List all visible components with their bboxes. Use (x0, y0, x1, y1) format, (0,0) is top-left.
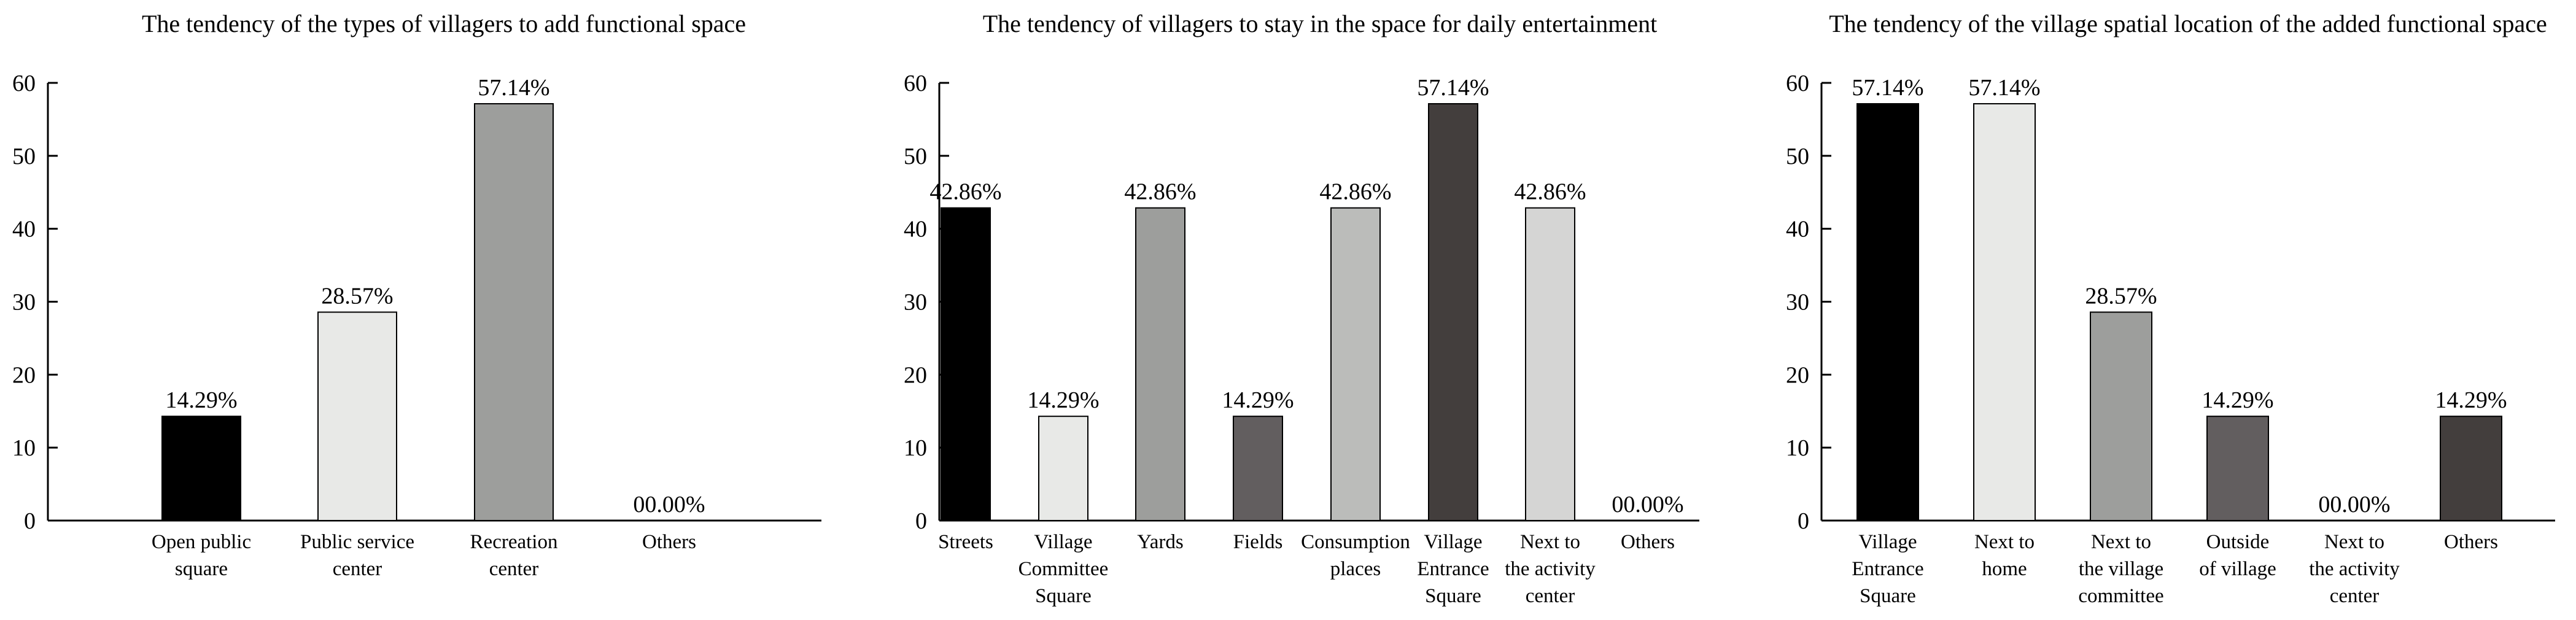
y-tick-label: 0 (1798, 508, 1809, 534)
category-label: Square (1035, 585, 1092, 607)
category-label: Village (1858, 531, 1917, 553)
y-tick-label: 40 (1786, 217, 1809, 242)
category-label: center (333, 558, 382, 580)
data-label: 42.86% (929, 179, 1001, 205)
bar (941, 207, 991, 521)
y-tick-label: 10 (12, 435, 36, 461)
bar (317, 311, 397, 521)
chart-1: The tendency of the types of villagers t… (12, 10, 821, 580)
bar (1525, 207, 1575, 521)
category-label: Entrance (1417, 558, 1489, 580)
data-label: 28.57% (2085, 283, 2157, 309)
category-label: Consumption (1301, 531, 1410, 553)
category-label: the village (2079, 558, 2163, 580)
y-tick-label: 40 (12, 217, 36, 242)
category-label: Others (642, 531, 696, 553)
y-tick-label: 50 (1786, 144, 1809, 169)
bar (1428, 103, 1478, 521)
data-label: 00.00% (633, 492, 705, 517)
category-label: center (2330, 585, 2380, 607)
category-label: places (1330, 558, 1381, 580)
y-tick-label: 20 (12, 362, 36, 388)
category-label: Next to (1520, 531, 1580, 553)
category-label: Next to (2324, 531, 2384, 553)
y-tick-label: 40 (904, 217, 927, 242)
chart-3: The tendency of the village spatial loca… (1786, 10, 2555, 607)
category-label: center (489, 558, 539, 580)
bar (1233, 416, 1283, 522)
data-label: 57.14% (1852, 75, 1923, 101)
y-tick-label: 10 (1786, 435, 1809, 461)
bar (1856, 103, 1919, 521)
data-label: 42.86% (1514, 179, 1586, 205)
category-label: Next to (2091, 531, 2151, 553)
category-label: Village (1424, 531, 1482, 553)
bar (2440, 416, 2502, 522)
category-label: Square (1860, 585, 1916, 607)
category-label: Recreation (470, 531, 558, 553)
category-label: Entrance (1852, 558, 1923, 580)
bar (1973, 103, 2036, 521)
data-label: 14.29% (165, 387, 237, 413)
bar (161, 416, 241, 522)
category-label: Others (2444, 531, 2498, 553)
data-label: 28.57% (321, 283, 393, 309)
data-label: 57.14% (1968, 75, 2040, 101)
category-label: Fields (1233, 531, 1283, 553)
category-label: center (1526, 585, 1575, 607)
y-tick-label: 20 (904, 362, 927, 388)
y-tick-label: 30 (1786, 290, 1809, 316)
category-label: Others (1621, 531, 1675, 553)
category-label: Open public (152, 531, 251, 553)
y-tick-label: 50 (904, 144, 927, 169)
category-label: Committee (1018, 558, 1109, 580)
y-tick-label: 0 (24, 508, 36, 534)
bar (474, 103, 554, 521)
bar (2090, 311, 2152, 521)
data-label: 42.86% (1124, 179, 1196, 205)
category-label: home (1982, 558, 2027, 580)
category-label: of village (2199, 558, 2276, 580)
category-label: the activity (2309, 558, 2400, 580)
data-label: 42.86% (1319, 179, 1391, 205)
category-label: Outside (2206, 531, 2270, 553)
y-tick-label: 10 (904, 435, 927, 461)
category-label: Public service (300, 531, 414, 553)
y-tick-label: 20 (1786, 362, 1809, 388)
bar (2206, 416, 2269, 522)
category-label: Yards (1137, 531, 1184, 553)
y-tick-label: 60 (1786, 71, 1809, 96)
chart-title: The tendency of the village spatial loca… (1829, 10, 2547, 37)
chart-2: The tendency of villagers to stay in the… (904, 10, 1699, 607)
category-label: Next to (1974, 531, 2035, 553)
y-tick-label: 60 (904, 71, 927, 96)
chart-title: The tendency of the types of villagers t… (142, 10, 746, 37)
data-label: 00.00% (2318, 492, 2390, 517)
category-label: Village (1034, 531, 1092, 553)
category-label: square (175, 558, 228, 580)
data-label: 57.14% (478, 75, 549, 101)
y-tick-label: 50 (12, 144, 36, 169)
chart-title: The tendency of villagers to stay in the… (983, 10, 1658, 37)
bar (1330, 207, 1381, 521)
data-label: 14.29% (1222, 387, 1294, 413)
data-label: 14.29% (2202, 387, 2273, 413)
category-label: Streets (938, 531, 993, 553)
y-tick-label: 0 (915, 508, 927, 534)
data-label: 57.14% (1417, 75, 1489, 101)
y-tick-label: 30 (12, 290, 36, 316)
category-label: committee (2078, 585, 2163, 607)
category-label: Square (1425, 585, 1481, 607)
y-tick-label: 30 (904, 290, 927, 316)
bar (1135, 207, 1185, 521)
data-label: 14.29% (1027, 387, 1099, 413)
category-label: the activity (1505, 558, 1596, 580)
data-label: 00.00% (1612, 492, 1683, 517)
y-tick-label: 60 (12, 71, 36, 96)
bar (1038, 416, 1088, 522)
data-label: 14.29% (2435, 387, 2507, 413)
